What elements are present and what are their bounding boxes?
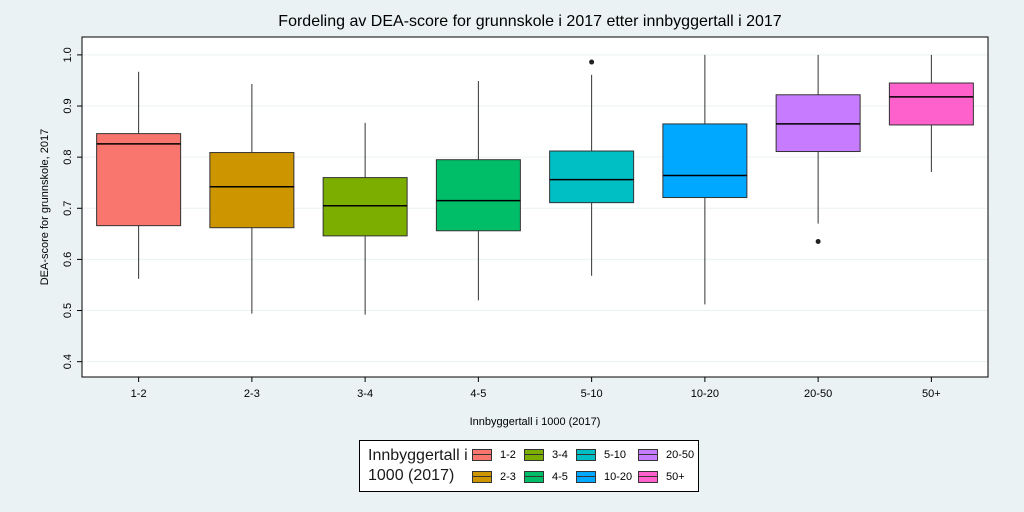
y-tick-label: 0.7 xyxy=(62,201,74,216)
legend-swatch xyxy=(638,449,658,461)
legend-label: 20-50 xyxy=(666,449,695,461)
box xyxy=(209,152,295,229)
box xyxy=(775,94,861,153)
legend: Innbyggertall i 1000 (2017) 1-2 2-3 3-4 4-5… xyxy=(359,440,699,492)
legend-item: 3-4 xyxy=(524,444,576,466)
x-tick-label: 4-5 xyxy=(470,388,486,400)
y-tick-label: 0.8 xyxy=(62,150,74,165)
legend-swatch xyxy=(472,471,492,483)
x-tick-label: 2-3 xyxy=(244,388,260,400)
legend-item: 1-2 xyxy=(472,444,524,466)
box xyxy=(435,159,521,232)
legend-item: 5-10 xyxy=(576,444,638,466)
outlier xyxy=(815,239,821,245)
x-tick-label: 50+ xyxy=(922,388,941,400)
legend-label: 10-20 xyxy=(604,471,633,483)
x-tick-label: 1-2 xyxy=(131,388,147,400)
legend-label: 3-4 xyxy=(552,449,568,461)
y-axis-label: DEA-score for grunnskole, 2017 xyxy=(39,129,51,286)
legend-swatch xyxy=(524,471,544,483)
legend-title: Innbyggertall i 1000 (2017) xyxy=(368,447,468,484)
x-tick-label: 10-20 xyxy=(691,388,719,400)
legend-items: 1-2 2-3 3-4 4-5 5-10 10-20 20-50 50+ xyxy=(472,444,698,488)
legend-item: 4-5 xyxy=(524,466,576,488)
x-axis-label: Innbyggertall i 1000 (2017) xyxy=(470,416,601,428)
y-tick-label: 0.4 xyxy=(62,354,74,369)
box xyxy=(322,177,408,237)
legend-swatch xyxy=(576,449,596,461)
y-tick-label: 0.6 xyxy=(62,252,74,267)
box xyxy=(662,123,748,199)
plot-frame xyxy=(81,36,989,378)
legend-item: 20-50 xyxy=(638,444,698,466)
box xyxy=(96,133,182,227)
y-tick-label: 0.9 xyxy=(62,98,74,113)
y-tick-label: 0.5 xyxy=(62,303,74,318)
legend-swatch xyxy=(472,449,492,461)
legend-label: 5-10 xyxy=(604,449,627,461)
legend-swatch xyxy=(638,471,658,483)
legend-label: 4-5 xyxy=(552,471,568,483)
x-tick-label: 3-4 xyxy=(357,388,373,400)
legend-label: 50+ xyxy=(666,471,685,483)
box xyxy=(888,82,974,126)
legend-label: 2-3 xyxy=(500,471,516,483)
legend-item: 2-3 xyxy=(472,466,524,488)
x-tick-label: 5-10 xyxy=(581,388,603,400)
x-tick-label: 20-50 xyxy=(804,388,832,400)
legend-label: 1-2 xyxy=(500,449,516,461)
legend-item: 10-20 xyxy=(576,466,638,488)
y-tick-label: 1.0 xyxy=(62,47,74,62)
box xyxy=(549,150,635,204)
outlier xyxy=(589,59,595,65)
legend-swatch xyxy=(524,449,544,461)
legend-item: 50+ xyxy=(638,466,698,488)
chart-title: Fordeling av DEA-score for grunnskole i … xyxy=(278,13,781,30)
legend-swatch xyxy=(576,471,596,483)
